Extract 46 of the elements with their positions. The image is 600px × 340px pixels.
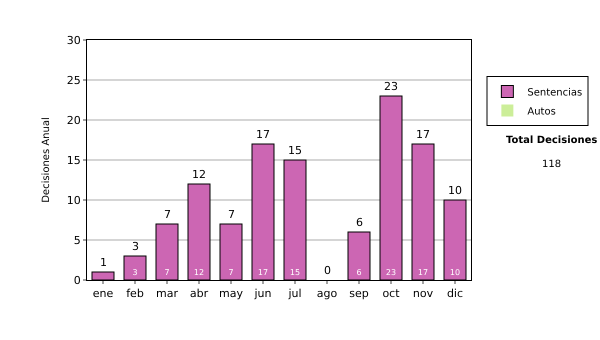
y-tick-label: 10 xyxy=(66,194,81,207)
x-tick-label: feb xyxy=(126,287,144,300)
data-label: 10 xyxy=(450,268,460,277)
x-tick-label: mar xyxy=(156,287,178,300)
total-label: 12 xyxy=(192,168,206,181)
total-label: 10 xyxy=(448,184,462,197)
total-label: 23 xyxy=(384,80,398,93)
legend-label: Sentencias xyxy=(527,87,582,98)
text: 118 xyxy=(542,159,562,170)
x-tick-label: oct xyxy=(382,287,400,300)
data-label: 17 xyxy=(258,268,268,277)
y-tick-label: 5 xyxy=(74,234,81,247)
x-tick-label: ene xyxy=(92,287,114,300)
total-label: 7 xyxy=(164,208,171,221)
data-label: 7 xyxy=(228,268,234,277)
y-tick-label: 30 xyxy=(66,34,81,47)
data-label: 6 xyxy=(356,268,362,277)
legend-label: Autos xyxy=(527,106,556,118)
data-label: 3 xyxy=(132,268,138,277)
y-axis-title: Decisiones Anual xyxy=(40,117,52,203)
text: Total Decisiones xyxy=(506,135,598,146)
y-tick-label: 20 xyxy=(66,114,81,127)
total-label: 15 xyxy=(288,144,302,157)
data-label: 12 xyxy=(194,268,204,277)
x-tick-label: ago xyxy=(316,287,338,300)
y-tick-label: 15 xyxy=(66,154,81,167)
x-tick-label: dic xyxy=(446,287,464,300)
y-tick-label: 25 xyxy=(66,74,81,87)
x-tick-label: jun xyxy=(254,287,272,300)
total-label: 17 xyxy=(256,128,270,141)
x-tick-label: jul xyxy=(287,287,302,300)
data-label: 15 xyxy=(290,268,300,277)
data-label: 23 xyxy=(386,268,396,277)
x-tick-label: sep xyxy=(349,287,369,300)
x-tick-label: nov xyxy=(412,287,434,300)
total-label: 3 xyxy=(132,240,139,253)
total-label: 17 xyxy=(416,128,430,141)
total-label: 7 xyxy=(228,208,235,221)
total-label: 1 xyxy=(100,256,107,269)
data-label: 17 xyxy=(418,268,428,277)
x-tick-label: may xyxy=(219,287,244,300)
total-label: 6 xyxy=(356,216,363,229)
total-label: 0 xyxy=(324,264,331,277)
y-tick-label: 0 xyxy=(74,274,81,287)
data-label: 7 xyxy=(164,268,170,277)
x-tick-label: abr xyxy=(190,287,209,300)
